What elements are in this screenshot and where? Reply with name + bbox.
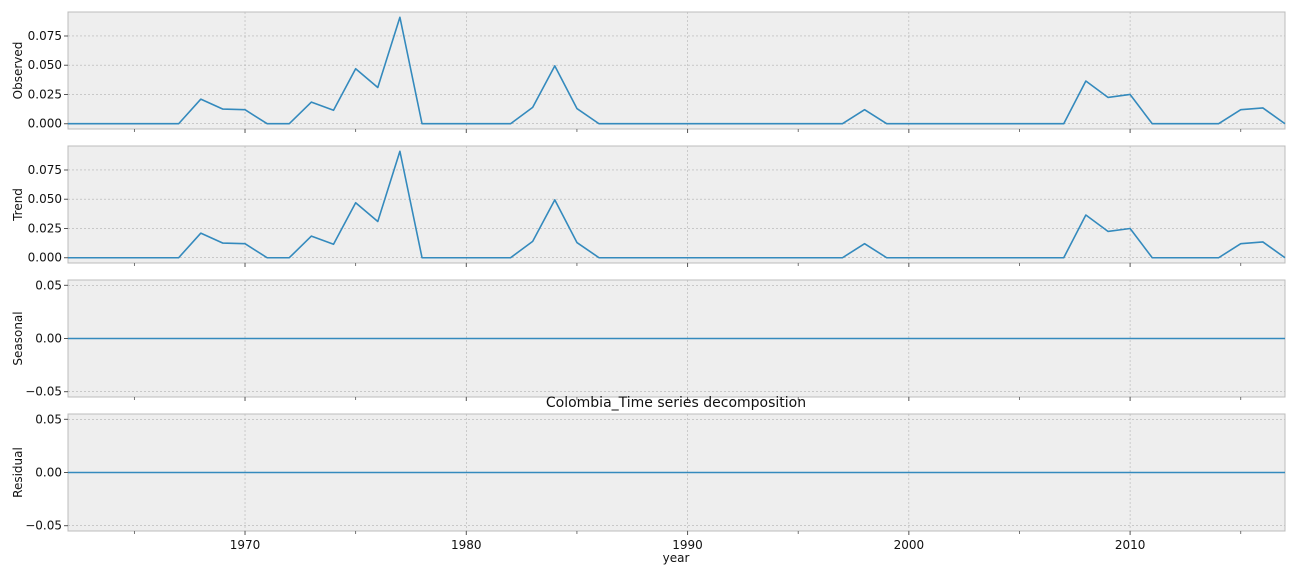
y-tick-label: 0.00 (35, 466, 62, 480)
y-tick-label: 0.000 (28, 251, 62, 265)
y-axis-label-trend: Trend (11, 188, 25, 222)
y-tick-label: 0.00 (35, 332, 62, 346)
panel-background (68, 146, 1285, 263)
chart-title: Colombia_Time series decomposition (546, 395, 806, 411)
y-tick-label: −0.05 (25, 519, 62, 533)
panel-frame (67, 145, 1286, 264)
y-tick-label: 0.050 (28, 58, 62, 72)
x-axis-label: year (663, 551, 690, 565)
y-tick-label: 0.050 (28, 192, 62, 206)
x-tick-label: 2000 (894, 538, 925, 552)
series-line-observed (68, 16, 1286, 125)
y-tick-label: 0.025 (28, 221, 62, 235)
x-tick-label: 2010 (1115, 538, 1146, 552)
panel-seasonal: −0.05 0.00 0.05 Seasonal (11, 278, 1286, 401)
x-tick-label: 1990 (672, 538, 703, 552)
y-tick-label: 0.05 (35, 278, 62, 292)
y-tick-label: 0.075 (28, 163, 62, 177)
y-tick-label: 0.05 (35, 412, 62, 426)
y-tick-label: −0.05 (25, 385, 62, 399)
y-axis-label-residual: Residual (11, 447, 25, 498)
panel-frame (67, 11, 1286, 130)
x-tick-label: 1980 (451, 538, 482, 552)
y-axis-label-seasonal: Seasonal (11, 311, 25, 365)
series-line-trend (68, 150, 1286, 259)
panel-residual: −0.05 0.00 0.05 Residual 1970 1980 1990 2000 201… (11, 412, 1286, 552)
y-tick-label: 0.075 (28, 29, 62, 43)
y-tick-label: 0.000 (28, 117, 62, 131)
y-axis-label-observed: Observed (11, 42, 25, 100)
x-tick-label: 1970 (230, 538, 261, 552)
panel-background (68, 12, 1285, 129)
y-tick-label: 0.025 (28, 87, 62, 101)
